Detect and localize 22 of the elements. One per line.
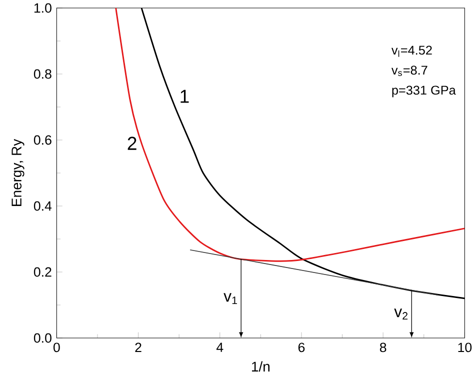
y-tick-label: 0.2 [34, 267, 52, 277]
y-axis-title: Energy, Ry [12, 138, 24, 206]
line-series [115, 8, 465, 262]
x-axis-title: 1/n [252, 361, 270, 372]
annotation: v$_{s}$=8.7 [391, 66, 428, 76]
annotation: v$_{1}$ [224, 293, 237, 304]
y-tick-label: 0.4 [34, 201, 52, 211]
x-tick-label: 0 [53, 342, 60, 352]
x-tick-label: 2 [135, 342, 142, 352]
y-tick-label: 1.0 [34, 3, 52, 13]
annotation: v$_{l}$=4.52 [391, 46, 432, 57]
annotation: p=331 GPa [392, 86, 456, 98]
y-tick-label: 0.8 [34, 69, 52, 79]
y-tick-label: 0.0 [34, 333, 52, 343]
x-tick-label: 8 [380, 342, 386, 352]
x-tick-label: 6 [298, 342, 305, 352]
annotation: v$_{2}$ [394, 308, 408, 320]
x-tick-label: 10 [458, 342, 472, 352]
y-tick-label: 0.6 [34, 135, 52, 145]
series-label: 1 [180, 90, 189, 103]
x-tick-label: 4 [216, 342, 224, 352]
series-label: 2 [128, 136, 136, 150]
